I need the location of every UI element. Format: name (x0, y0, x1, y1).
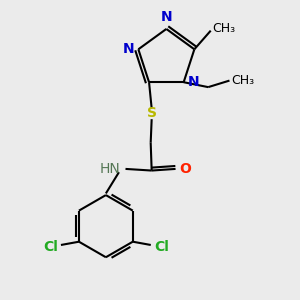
Text: O: O (179, 162, 191, 176)
Text: Cl: Cl (154, 240, 169, 254)
Text: S: S (147, 106, 157, 120)
Text: CH₃: CH₃ (212, 22, 236, 34)
Text: N: N (160, 10, 172, 24)
Text: CH₃: CH₃ (231, 74, 254, 87)
Text: HN: HN (100, 162, 121, 176)
Text: N: N (188, 75, 200, 89)
Text: N: N (122, 42, 134, 56)
Text: Cl: Cl (43, 240, 58, 254)
